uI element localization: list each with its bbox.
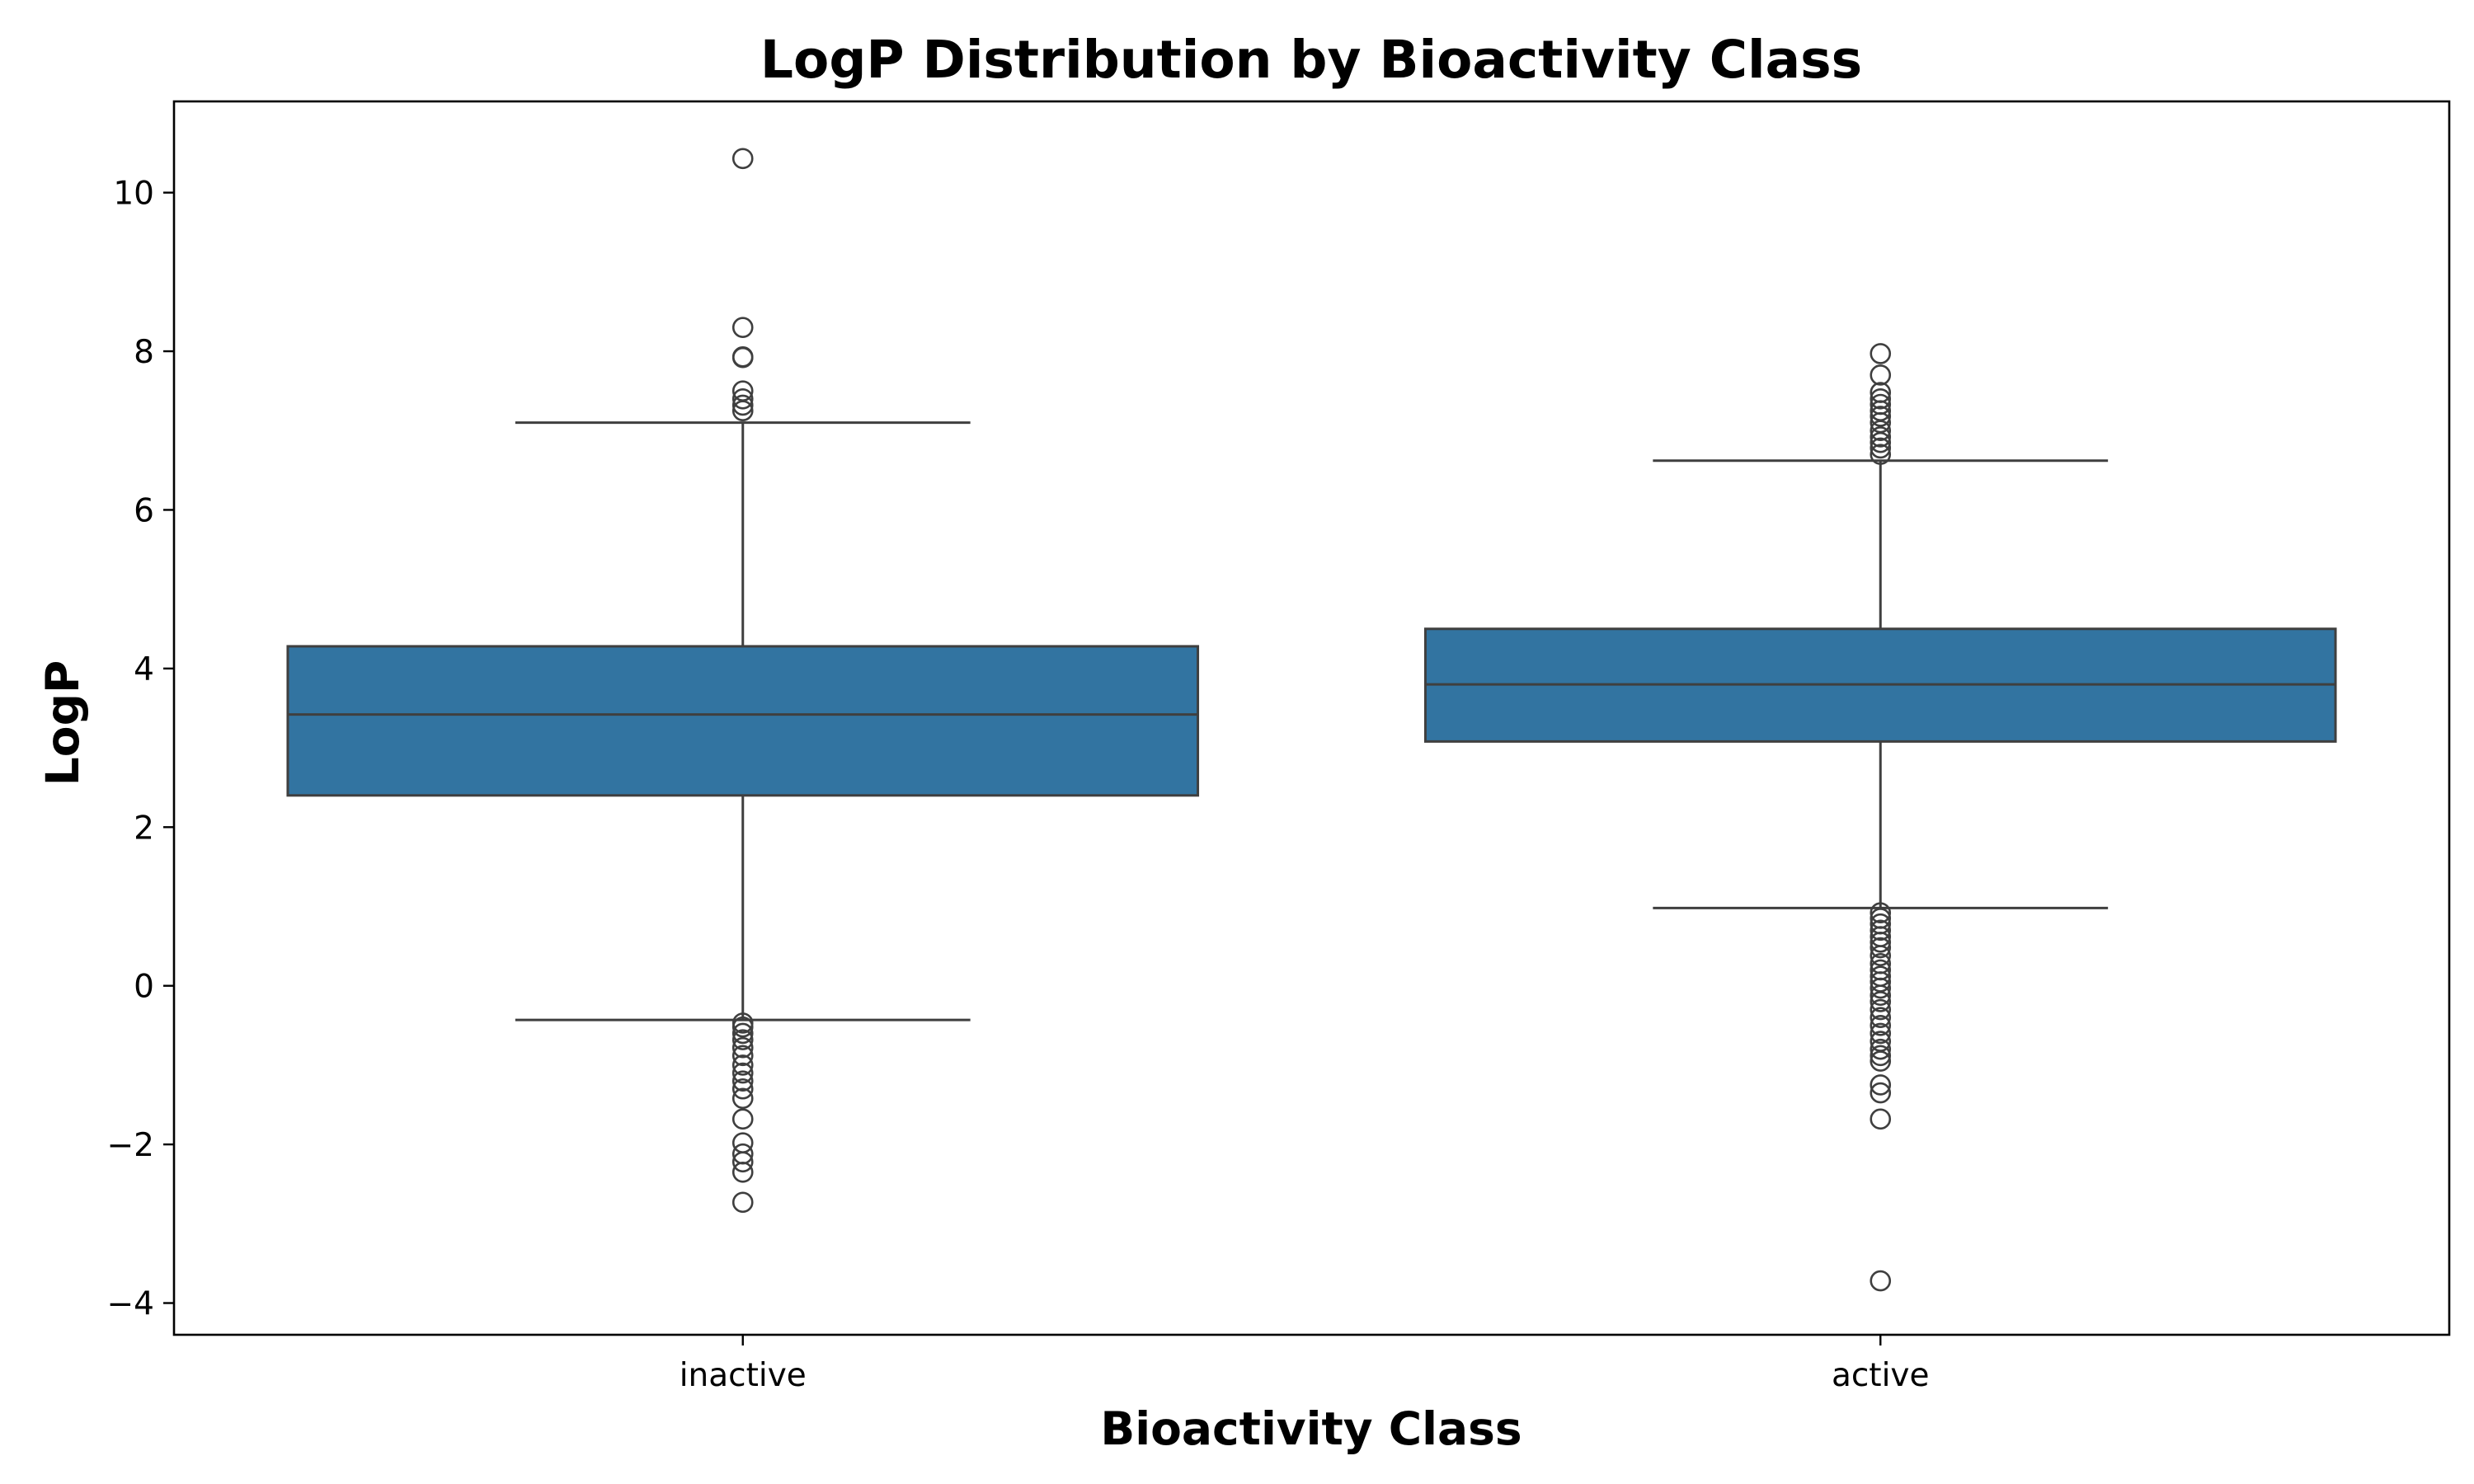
outlier-point bbox=[1870, 984, 1892, 1007]
outlier-point bbox=[1870, 426, 1892, 448]
outlier-point bbox=[731, 346, 754, 369]
outlier-point bbox=[731, 1151, 754, 1173]
plot-area bbox=[286, 148, 2337, 1292]
box-group-inactive bbox=[286, 148, 1200, 1214]
outlier-point bbox=[1870, 1074, 1892, 1096]
outlier-point bbox=[1870, 387, 1892, 410]
outlier-point bbox=[1870, 977, 1892, 999]
y-tick-label: 6 bbox=[134, 492, 154, 529]
outlier-point bbox=[731, 1062, 754, 1084]
y-axis-label: LogP bbox=[36, 660, 89, 787]
outlier-point bbox=[1870, 937, 1892, 959]
outlier-point bbox=[1870, 364, 1892, 386]
y-tick-label: 0 bbox=[134, 969, 154, 1006]
y-tick-label: −4 bbox=[107, 1286, 155, 1323]
outlier-point bbox=[1870, 1082, 1892, 1104]
outlier-point bbox=[731, 394, 754, 416]
outlier-point bbox=[1870, 931, 1892, 953]
chart-title: LogP Distribution by Bioactivity Class bbox=[760, 30, 1862, 90]
outlier-point bbox=[731, 1070, 754, 1092]
outlier-point bbox=[731, 1045, 754, 1067]
outlier-point bbox=[1870, 444, 1892, 465]
outlier-point bbox=[1870, 1045, 1892, 1067]
x-axis: inactive active bbox=[680, 1335, 1930, 1394]
outlier-point bbox=[731, 1078, 754, 1100]
outlier-point bbox=[731, 1161, 754, 1183]
y-tick-label: 10 bbox=[113, 176, 154, 213]
outlier-point bbox=[731, 1108, 754, 1130]
outlier-point bbox=[731, 1022, 754, 1045]
y-tick-label: −2 bbox=[107, 1127, 155, 1164]
outlier-point bbox=[731, 1029, 754, 1050]
outlier-point bbox=[1870, 406, 1892, 427]
outlier-point bbox=[731, 317, 754, 338]
outlier-point bbox=[1870, 1022, 1892, 1045]
outlier-point bbox=[731, 387, 754, 410]
outlier-point bbox=[1870, 1007, 1892, 1028]
outlier-point bbox=[731, 400, 754, 422]
x-axis-label: Bioactivity Class bbox=[1100, 1402, 1522, 1455]
x-tick-label: active bbox=[1832, 1357, 1930, 1394]
outlier-point bbox=[1870, 902, 1892, 923]
outlier-point bbox=[731, 1016, 754, 1038]
outlier-point bbox=[1870, 1108, 1892, 1130]
outlier-point bbox=[731, 1087, 754, 1110]
y-axis: 10 8 6 4 2 0 −2 −4 bbox=[107, 176, 174, 1323]
outlier-point bbox=[731, 1054, 754, 1076]
outlier-point bbox=[731, 148, 754, 170]
outlier-point bbox=[1870, 919, 1892, 942]
y-tick-label: 8 bbox=[134, 334, 154, 371]
outlier-point bbox=[1870, 998, 1892, 1021]
outlier-point bbox=[1870, 437, 1892, 459]
outlier-point bbox=[1870, 945, 1892, 966]
outlier-point bbox=[1870, 1270, 1892, 1292]
iqr-box bbox=[286, 645, 1200, 797]
axes-frame bbox=[172, 100, 2451, 1336]
outlier-point bbox=[1870, 343, 1892, 364]
outlier-point bbox=[1870, 1050, 1892, 1072]
outlier-point bbox=[731, 1191, 754, 1214]
outlier-point bbox=[731, 1036, 754, 1059]
outlier-point bbox=[1870, 420, 1892, 442]
outlier-point bbox=[1870, 1038, 1892, 1060]
box-group-active bbox=[1423, 343, 2337, 1292]
outlier-point bbox=[1870, 431, 1892, 453]
y-tick-label: 2 bbox=[134, 810, 154, 847]
y-tick-label: 4 bbox=[134, 651, 154, 688]
outlier-point bbox=[1870, 991, 1892, 1012]
outlier-point bbox=[1870, 1014, 1892, 1036]
x-tick-label: inactive bbox=[680, 1357, 807, 1394]
